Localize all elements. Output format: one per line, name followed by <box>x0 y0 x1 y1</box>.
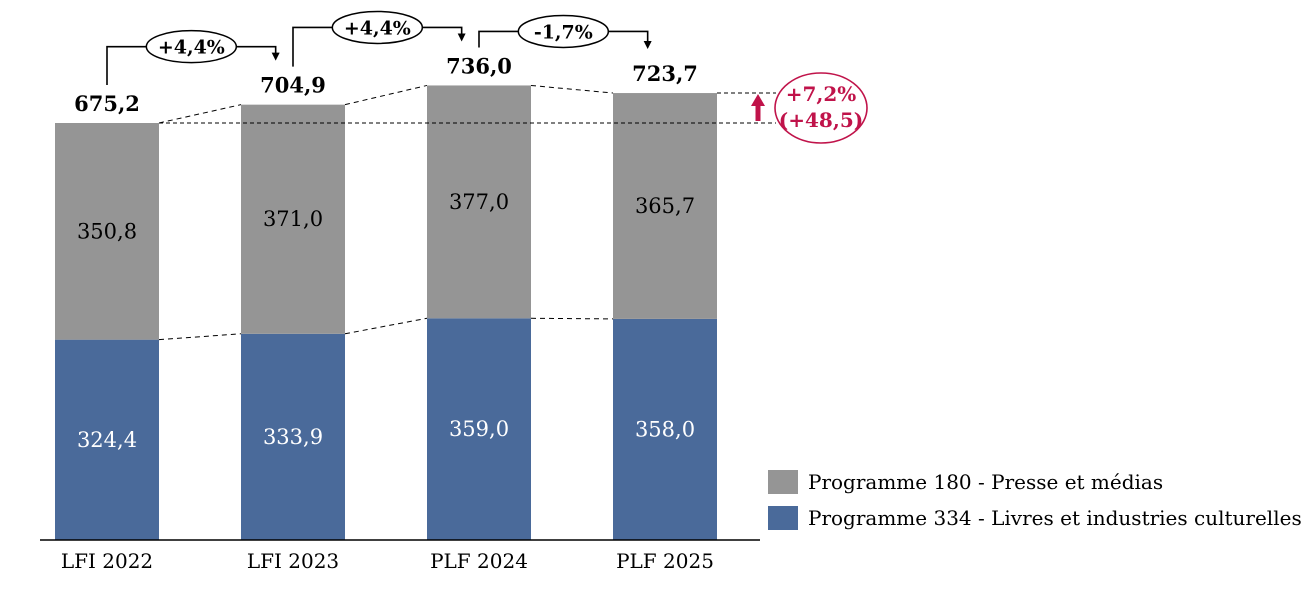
connector-total <box>158 104 242 124</box>
change-badge <box>331 10 424 45</box>
connector-total <box>530 84 614 94</box>
year-change-annotations: +4,4% +4,4% -1,7% <box>106 10 652 85</box>
bars-group <box>55 85 717 540</box>
bar-segment-programme-180 <box>427 85 531 319</box>
x-tick-label: LFI 2022 <box>61 549 153 573</box>
segment-value-label: 359,0 <box>449 417 509 441</box>
change-badge <box>517 14 610 49</box>
connector-total <box>344 84 428 106</box>
legend: Programme 180 - Presse et médias Programm… <box>768 470 1302 530</box>
segment-value-label: 324,4 <box>77 428 137 452</box>
overall-change-annotation: +7,2%(+48,5) <box>159 72 868 144</box>
segment-value-label: 333,9 <box>263 425 323 449</box>
legend-label: Programme 180 - Presse et médias <box>808 470 1163 494</box>
overall-change-absolute: (+48,5) <box>779 108 863 132</box>
bar-connectors <box>158 84 614 341</box>
legend-swatch <box>768 506 798 530</box>
total-value-label: 675,2 <box>74 91 140 116</box>
segment-value-label: 377,0 <box>449 190 509 214</box>
segment-value-label: 371,0 <box>263 207 323 231</box>
x-tick-label: PLF 2025 <box>616 549 714 573</box>
connector-programme-334 <box>158 333 242 341</box>
x-tick-labels: LFI 2022 LFI 2023 PLF 2024 PLF 2025 <box>61 549 714 573</box>
segment-labels: 324,4 350,8 333,9 371,0 359,0 377,0 358,0 365,7 <box>77 190 695 452</box>
segment-value-label: 365,7 <box>635 194 695 218</box>
bar-segment-programme-180 <box>241 104 345 334</box>
bar-segment-programme-180 <box>55 123 159 340</box>
change-label: +4,4% <box>158 37 225 59</box>
overall-arrow-head <box>751 94 765 107</box>
change-label: +4,4% <box>344 17 411 39</box>
bar-segment-programme-334 <box>613 318 717 540</box>
overall-change-percent: +7,2% <box>786 82 857 106</box>
change-badge <box>145 29 238 64</box>
total-value-label: 723,7 <box>632 61 698 86</box>
bar-segment-programme-334 <box>55 339 159 540</box>
x-tick-label: LFI 2023 <box>247 549 339 573</box>
segment-value-label: 350,8 <box>77 219 137 243</box>
overall-arrow-shaft <box>755 103 761 121</box>
legend-swatch <box>768 470 798 494</box>
total-value-label: 736,0 <box>446 53 512 78</box>
bar-segment-programme-334 <box>427 318 531 540</box>
x-tick-label: PLF 2024 <box>430 549 528 573</box>
connector-programme-334 <box>344 317 428 335</box>
bar-segment-programme-334 <box>241 333 345 540</box>
change-label: -1,7% <box>534 21 593 43</box>
connector-programme-334 <box>530 317 614 320</box>
bar-segment-programme-180 <box>613 93 717 319</box>
segment-value-label: 358,0 <box>635 417 695 441</box>
total-labels: 675,2 704,9 736,0 723,7 <box>74 53 698 116</box>
total-value-label: 704,9 <box>260 73 326 98</box>
overall-change-badge <box>774 72 868 144</box>
legend-label: Programme 334 - Livres et industries cul… <box>808 506 1302 530</box>
